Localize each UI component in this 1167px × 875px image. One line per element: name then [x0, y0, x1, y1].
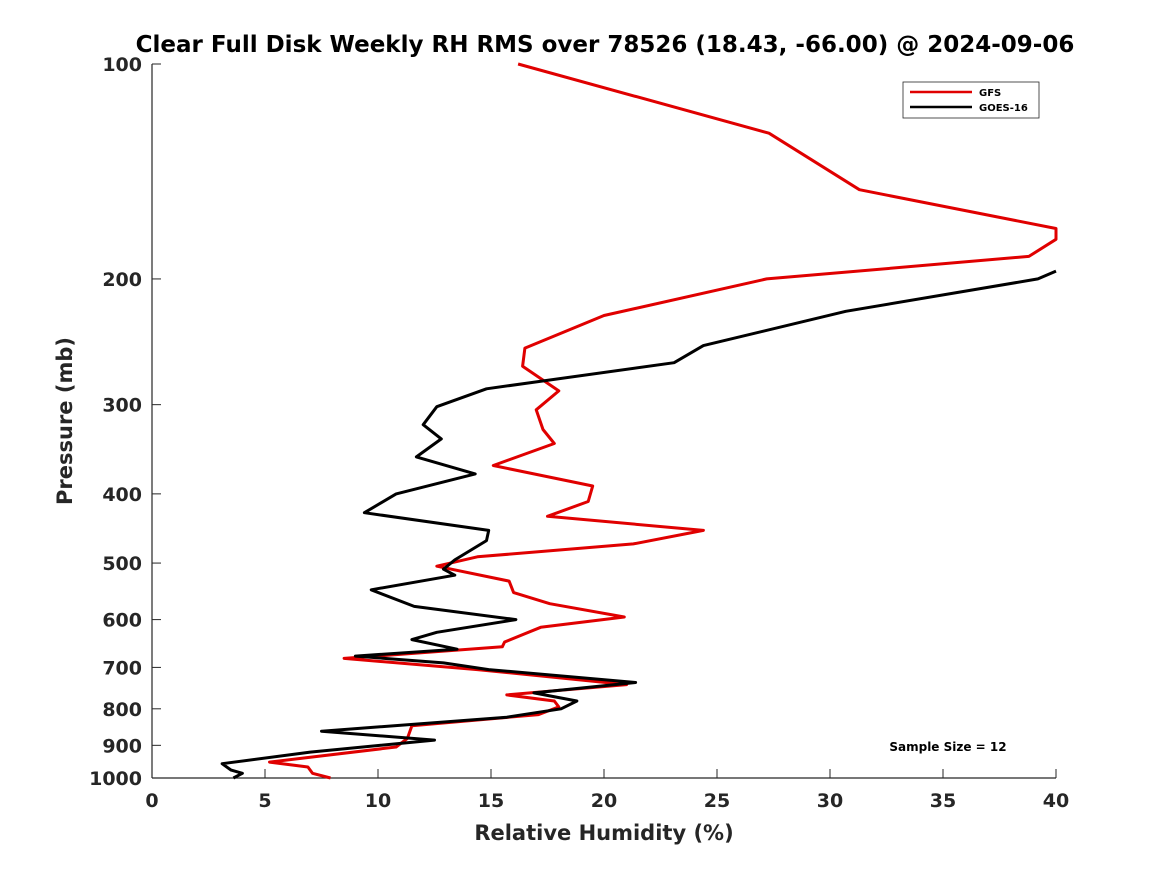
x-tick-label: 35 — [930, 790, 956, 812]
y-tick-label: 700 — [102, 657, 142, 679]
x-tick-label: 40 — [1043, 790, 1069, 812]
y-tick-label: 500 — [102, 553, 142, 575]
y-ticks: 100 200 300 400 500 600 700 800 900 1000 — [89, 54, 161, 790]
y-tick-label: 400 — [102, 484, 142, 506]
x-tick-label: 20 — [591, 790, 617, 812]
x-tick-label: 10 — [365, 790, 391, 812]
x-tick-label: 30 — [817, 790, 843, 812]
y-axis-label: Pressure (mb) — [53, 337, 77, 505]
x-tick-label: 0 — [145, 790, 158, 812]
x-tick-label: 5 — [258, 790, 271, 812]
x-tick-label: 25 — [704, 790, 730, 812]
y-tick-label: 100 — [102, 54, 142, 76]
y-tick-label: 900 — [102, 735, 142, 757]
y-tick-label: 1000 — [89, 768, 142, 790]
legend-box — [902, 81, 1040, 119]
y-tick-label: 600 — [102, 610, 142, 632]
x-ticks: 0 5 10 15 20 25 30 35 40 — [145, 769, 1069, 812]
sample-size-annotation: Sample Size = 12 — [889, 740, 1006, 754]
legend-label-goes16: GOES-16 — [979, 103, 1028, 114]
x-axis-label: Relative Humidity (%) — [474, 821, 733, 845]
series-line-goes16 — [220, 269, 1057, 780]
legend-label-gfs: GFS — [979, 88, 1001, 99]
y-tick-label: 200 — [102, 269, 142, 291]
x-tick-label: 15 — [478, 790, 504, 812]
axes — [151, 64, 1056, 779]
series-line-gfs — [268, 62, 1058, 780]
chart-title: Clear Full Disk Weekly RH RMS over 78526… — [136, 32, 1075, 58]
series-layer — [220, 62, 1058, 780]
legend: GFS GOES-16 — [902, 81, 1040, 119]
y-tick-label: 800 — [102, 699, 142, 721]
y-tick-label: 300 — [102, 395, 142, 417]
